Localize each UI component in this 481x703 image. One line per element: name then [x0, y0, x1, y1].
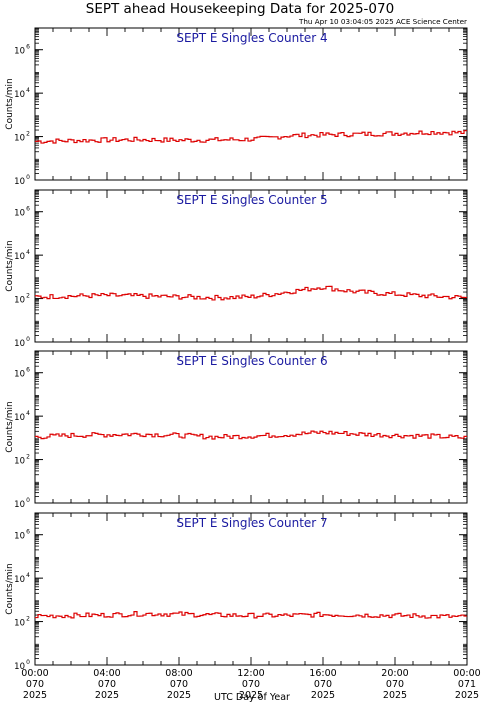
- x-tick-label-time: 16:00: [309, 668, 336, 679]
- y-tick-label: 10: [14, 619, 25, 629]
- y-tick-label: 10: [14, 339, 25, 349]
- panel-title: SEPT E Singles Counter 4: [176, 31, 327, 45]
- y-tick-label: 10: [14, 532, 25, 542]
- y-tick-exponent: 0: [26, 336, 30, 343]
- x-tick-label-day: 071: [458, 679, 476, 690]
- y-tick-exponent: 4: [26, 87, 30, 94]
- y-tick-exponent: 2: [26, 454, 30, 461]
- figure-title: SEPT ahead Housekeeping Data for 2025-07…: [86, 1, 394, 17]
- x-tick-label-year: 2025: [95, 690, 119, 701]
- y-tick-label: 10: [14, 500, 25, 510]
- y-tick-exponent: 6: [26, 206, 30, 213]
- y-tick-exponent: 0: [26, 497, 30, 504]
- x-tick-label-time: 00:00: [21, 668, 48, 679]
- y-tick-label: 10: [14, 90, 25, 100]
- y-tick-label: 10: [14, 457, 25, 467]
- y-axis-label: Counts/min: [5, 240, 15, 291]
- x-tick-label-year: 2025: [311, 690, 335, 701]
- x-tick-label-time: 20:00: [381, 668, 408, 679]
- y-tick-exponent: 4: [26, 249, 30, 256]
- x-tick-label-time: 00:00: [453, 668, 480, 679]
- generation-timestamp: Thu Apr 10 03:04:05 2025 ACE Science Cen…: [298, 17, 467, 26]
- panel-title: SEPT E Singles Counter 7: [176, 516, 327, 530]
- y-tick-exponent: 6: [26, 44, 30, 51]
- y-tick-label: 10: [14, 370, 25, 380]
- y-tick-exponent: 6: [26, 529, 30, 536]
- panel-title: SEPT E Singles Counter 5: [176, 193, 327, 207]
- y-tick-exponent: 0: [26, 659, 30, 666]
- data-trace: [35, 611, 467, 619]
- y-axis-label: Counts/min: [5, 78, 15, 129]
- y-tick-label: 10: [14, 47, 25, 57]
- x-tick-label-year: 2025: [167, 690, 191, 701]
- y-tick-label: 10: [14, 296, 25, 306]
- y-tick-exponent: 2: [26, 131, 30, 138]
- y-tick-exponent: 2: [26, 616, 30, 623]
- data-trace: [35, 285, 467, 301]
- x-tick-label-year: 2025: [23, 690, 47, 701]
- x-tick-label-day: 070: [386, 679, 404, 690]
- x-tick-label-year: 2025: [383, 690, 407, 701]
- y-tick-label: 10: [14, 575, 25, 585]
- y-tick-label: 10: [14, 413, 25, 423]
- y-tick-exponent: 4: [26, 410, 30, 417]
- panel-title: SEPT E Singles Counter 6: [176, 354, 327, 368]
- y-tick-label: 10: [14, 134, 25, 144]
- x-tick-label-time: 04:00: [93, 668, 120, 679]
- x-tick-label-day: 070: [242, 679, 260, 690]
- data-trace: [35, 130, 467, 144]
- y-tick-exponent: 2: [26, 293, 30, 300]
- x-tick-label-day: 070: [98, 679, 116, 690]
- data-trace: [35, 430, 467, 440]
- x-tick-label-time: 12:00: [237, 668, 264, 679]
- y-axis-label: Counts/min: [5, 563, 15, 614]
- y-tick-exponent: 0: [26, 174, 30, 181]
- y-tick-label: 10: [14, 177, 25, 187]
- x-tick-label-year: 2025: [455, 690, 479, 701]
- y-tick-label: 10: [14, 662, 25, 672]
- x-axis-label: UTC Day of Year: [214, 692, 290, 703]
- y-tick-exponent: 4: [26, 572, 30, 579]
- x-tick-label-day: 070: [26, 679, 44, 690]
- y-tick-label: 10: [14, 209, 25, 219]
- x-tick-label-day: 070: [314, 679, 332, 690]
- y-tick-exponent: 6: [26, 367, 30, 374]
- x-tick-label-year: 2025: [239, 690, 263, 701]
- x-tick-label-time: 08:00: [165, 668, 192, 679]
- y-tick-label: 10: [14, 252, 25, 262]
- y-axis-label: Counts/min: [5, 401, 15, 452]
- x-tick-label-day: 070: [170, 679, 188, 690]
